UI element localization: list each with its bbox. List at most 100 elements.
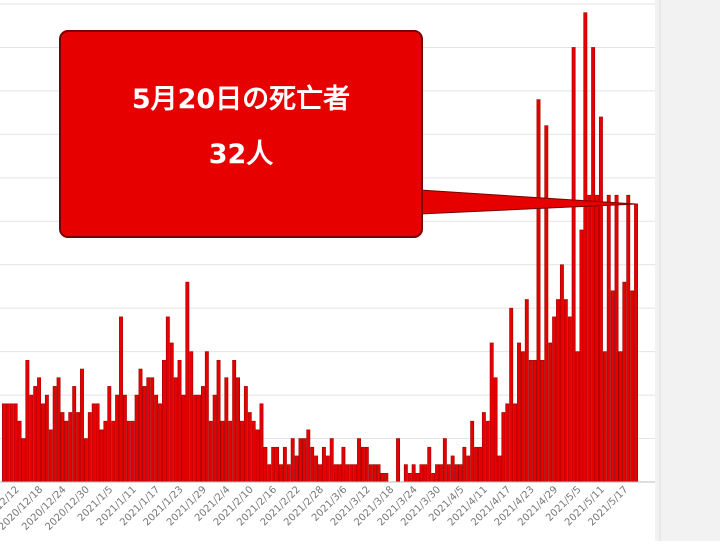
bar: [626, 194, 631, 483]
bar: [501, 412, 506, 483]
bar: [290, 438, 295, 483]
bar: [212, 394, 217, 483]
bar: [240, 420, 244, 483]
bar: [122, 394, 127, 483]
bar: [376, 464, 381, 483]
bar: [341, 446, 346, 483]
bar: [60, 412, 65, 483]
bar: [321, 446, 326, 483]
bar: [419, 464, 424, 483]
bar: [80, 368, 84, 483]
bar: [111, 420, 116, 483]
bar: [134, 394, 139, 483]
bar: [189, 351, 194, 483]
bar: [481, 412, 486, 483]
bar: [9, 403, 14, 483]
bar: [263, 446, 268, 483]
bar: [485, 420, 490, 483]
bar: [345, 464, 350, 483]
bar: [56, 377, 61, 483]
bar: [403, 464, 408, 483]
bar: [228, 420, 233, 483]
bar: [181, 394, 186, 483]
bar: [622, 281, 627, 483]
bar: [552, 316, 557, 483]
bar: [634, 203, 638, 483]
bar: [25, 360, 30, 483]
bar: [2, 403, 6, 483]
bar: [48, 429, 53, 483]
bar: [587, 194, 592, 483]
bar: [247, 412, 252, 483]
callout-text: 32人: [209, 139, 274, 170]
bar: [606, 194, 611, 483]
bar: [259, 403, 264, 483]
bar: [64, 420, 69, 483]
bar: [87, 412, 92, 483]
bar: [279, 464, 283, 483]
bar: [76, 412, 81, 483]
bar: [450, 455, 455, 483]
bar: [197, 394, 201, 483]
bar: [567, 316, 572, 483]
bar: [294, 455, 299, 483]
bar: [216, 360, 221, 483]
bar: [380, 473, 385, 483]
bar: [528, 360, 533, 483]
bar: [115, 394, 120, 483]
bar: [536, 99, 541, 483]
callout-box: [59, 30, 423, 238]
bar: [91, 403, 96, 483]
bar: [142, 386, 147, 483]
bar: [107, 386, 112, 483]
bar: [470, 420, 475, 483]
bar: [540, 360, 545, 483]
bar: [423, 464, 428, 483]
side-panel: [655, 0, 720, 541]
bar: [158, 403, 162, 483]
bar: [427, 446, 432, 483]
bar: [431, 473, 436, 483]
bar: [325, 455, 330, 483]
bar: [329, 438, 334, 483]
bar: [298, 438, 303, 483]
bar: [286, 464, 291, 483]
bar: [236, 377, 241, 483]
bar: [442, 438, 447, 483]
bar: [563, 299, 568, 483]
bar: [517, 342, 521, 483]
bar: [29, 394, 34, 483]
bar: [583, 12, 588, 483]
bar: [630, 290, 635, 483]
bar: [224, 377, 229, 483]
bar: [614, 194, 619, 483]
bar: [407, 473, 412, 483]
bar: [532, 360, 537, 483]
bar: [208, 420, 213, 483]
bar: [165, 316, 170, 483]
bar: [337, 464, 342, 483]
bar: [154, 394, 159, 483]
bar: [556, 299, 560, 483]
bar: [618, 351, 623, 483]
bar: [99, 429, 104, 483]
bar: [368, 464, 373, 483]
bar: [103, 420, 108, 483]
bar: [524, 299, 529, 483]
bar: [41, 403, 45, 483]
bar: [602, 351, 607, 483]
bar: [610, 290, 615, 483]
bar: [302, 438, 307, 483]
bar: [579, 229, 584, 483]
bar: [138, 368, 143, 483]
bar: [13, 403, 18, 483]
bar: [513, 403, 518, 483]
bar: [243, 386, 248, 483]
bar: [415, 473, 420, 483]
bar: [177, 360, 182, 483]
bar: [462, 446, 467, 483]
bar: [435, 464, 439, 483]
bar: [489, 342, 494, 483]
bar: [126, 420, 131, 483]
